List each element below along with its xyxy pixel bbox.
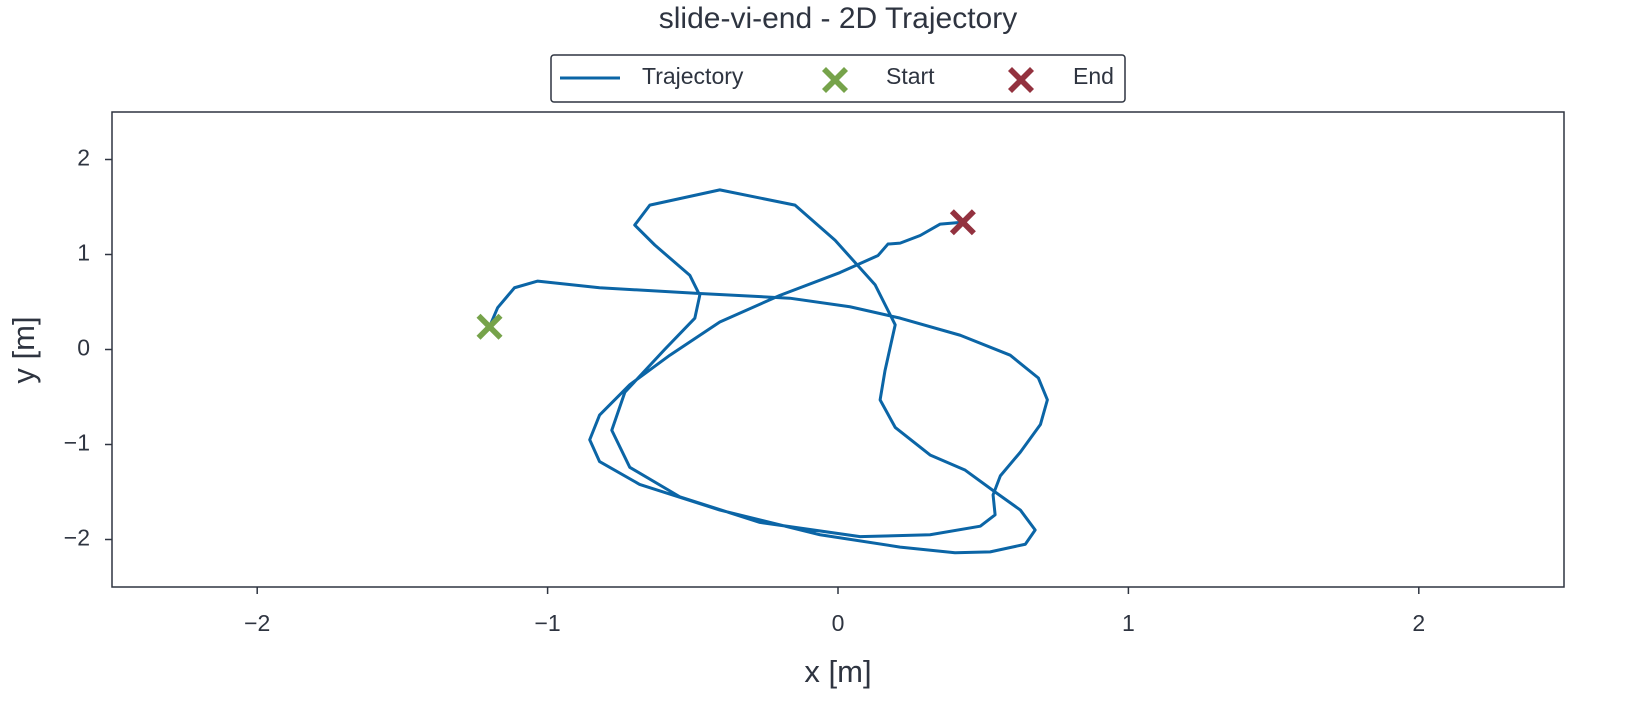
y-tick-label: −1 — [64, 430, 90, 456]
y-tick-label: 2 — [77, 145, 90, 171]
y-tick-label: 1 — [77, 240, 90, 266]
x-tick-label: −1 — [534, 610, 560, 636]
legend-label: End — [1073, 63, 1114, 89]
trajectory-line — [488, 188, 1049, 555]
legend-swatch — [1008, 67, 1034, 93]
x-tick-label: 1 — [1122, 610, 1135, 636]
chart-title: slide-vi-end - 2D Trajectory — [659, 2, 1017, 35]
legend-label: Trajectory — [642, 63, 744, 89]
point-marker — [949, 209, 976, 236]
y-tick-label: 0 — [77, 335, 90, 361]
x-tick-label: 0 — [832, 610, 845, 636]
x-axis-label: x [m] — [804, 654, 871, 689]
x-tick-label: −2 — [244, 610, 270, 636]
point-marker — [476, 313, 503, 340]
plot-frame — [111, 111, 1565, 588]
y-axis-label: y [m] — [6, 316, 41, 383]
x-tick-label: 2 — [1412, 610, 1425, 636]
y-tick-label: −2 — [64, 525, 90, 551]
legend-label: Start — [886, 63, 935, 89]
legend-swatch — [822, 67, 848, 93]
